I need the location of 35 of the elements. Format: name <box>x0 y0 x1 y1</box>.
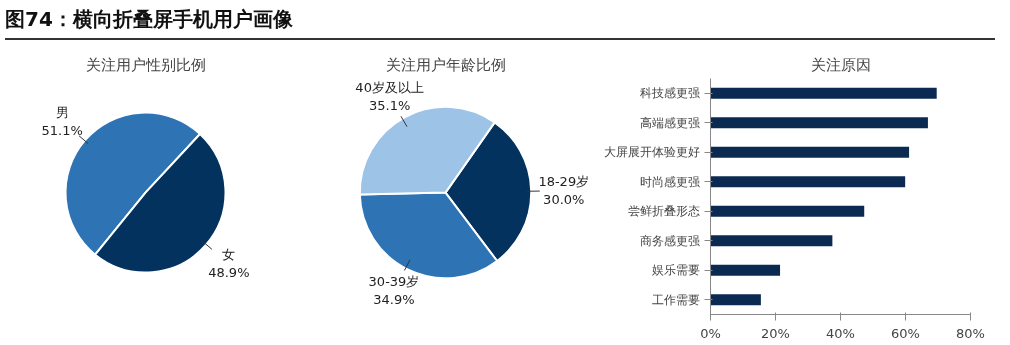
bar <box>710 176 906 188</box>
y-tick-label: 科技感更强 <box>639 86 700 101</box>
bar <box>710 117 928 129</box>
slice-label: 40岁及以上 <box>355 80 424 96</box>
y-tick-label: 尝鲜折叠形态 <box>627 204 700 219</box>
chart-title: 关注用户性别比例 <box>85 55 206 74</box>
x-tick-label: 60% <box>891 325 920 341</box>
data-label: 35.1% <box>368 98 411 114</box>
bar <box>710 87 937 99</box>
bar <box>710 205 865 217</box>
slice-label: 女 <box>222 247 236 263</box>
caption: 图74：横向折叠屏手机用户画像 <box>5 5 995 40</box>
data-label: 48.9% <box>208 265 250 281</box>
data-label: 51.1% <box>41 122 83 138</box>
y-tick-label: 高端感更强 <box>639 115 700 130</box>
y-tick-label: 商务感更强 <box>639 233 700 248</box>
slice-label: 30-39岁 <box>368 273 420 289</box>
bar <box>710 294 761 306</box>
y-tick-label: 大屏展开体验更好 <box>603 145 700 160</box>
data-label: 30.0% <box>543 192 585 208</box>
chart-title: 关注用户年龄比例 <box>385 55 506 74</box>
bar <box>710 146 910 158</box>
x-tick-label: 0% <box>700 325 721 341</box>
slice-label: 男 <box>55 104 69 120</box>
x-tick-label: 80% <box>956 325 985 341</box>
x-tick-label: 40% <box>826 325 855 341</box>
data-label: 34.9% <box>373 291 415 307</box>
chart-title: 关注原因 <box>810 55 871 74</box>
slice-label: 18-29岁 <box>538 174 590 190</box>
bar <box>710 235 833 247</box>
y-tick-label: 时尚感更强 <box>639 174 700 189</box>
bar <box>710 264 781 276</box>
x-tick-label: 20% <box>761 325 790 341</box>
y-tick-label: 工作需要 <box>651 292 700 307</box>
y-tick-label: 娱乐需要 <box>651 263 700 278</box>
